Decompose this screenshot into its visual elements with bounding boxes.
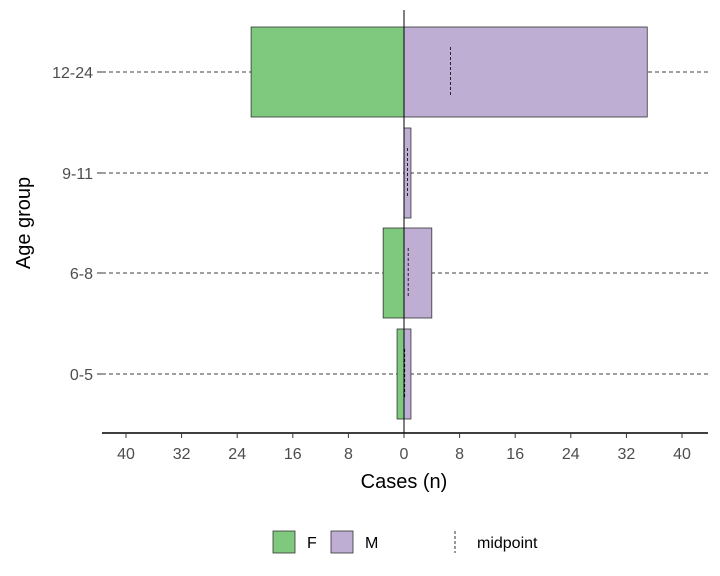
y-tick-label: 0-5 — [70, 367, 93, 384]
x-tick-label: 40 — [117, 446, 135, 463]
x-tick-label: 8 — [344, 446, 353, 463]
x-axis-ticks: 40 32 24 16 8 0 8 16 24 32 40 — [117, 433, 691, 463]
x-tick-label: 24 — [228, 446, 246, 463]
y-tick-label: 9-11 — [62, 166, 93, 183]
x-tick-label: 0 — [400, 446, 409, 463]
legend-label-M: M — [365, 535, 378, 552]
x-tick-label: 40 — [673, 446, 691, 463]
x-axis-title: Cases (n) — [361, 471, 448, 493]
bars — [250, 26, 648, 420]
y-axis-title: Age group — [13, 177, 35, 269]
x-tick-label: 16 — [284, 446, 302, 463]
x-tick-label: 8 — [455, 446, 464, 463]
bar-M-12-24 — [403, 26, 648, 118]
legend-swatch-F — [272, 530, 296, 554]
legend-label-F: F — [307, 535, 317, 552]
bar-M-6-8 — [403, 227, 433, 319]
x-tick-label: 32 — [618, 446, 636, 463]
y-axis-ticks: 0-5 6-8 9-11 12-24 — [52, 65, 102, 384]
x-tick-label: 16 — [506, 446, 524, 463]
midpoint-markers — [404, 47, 451, 399]
bar-F-0-5 — [396, 328, 405, 420]
bar-F-6-8 — [382, 227, 405, 319]
x-tick-label: 24 — [562, 446, 580, 463]
x-tick-label: 32 — [173, 446, 191, 463]
y-tick-label: 6-8 — [70, 266, 93, 283]
legend-swatch-M — [330, 530, 354, 554]
bar-F-12-24 — [250, 26, 405, 118]
y-tick-label: 12-24 — [52, 65, 93, 82]
legend-label-midpoint: midpoint — [477, 535, 538, 552]
